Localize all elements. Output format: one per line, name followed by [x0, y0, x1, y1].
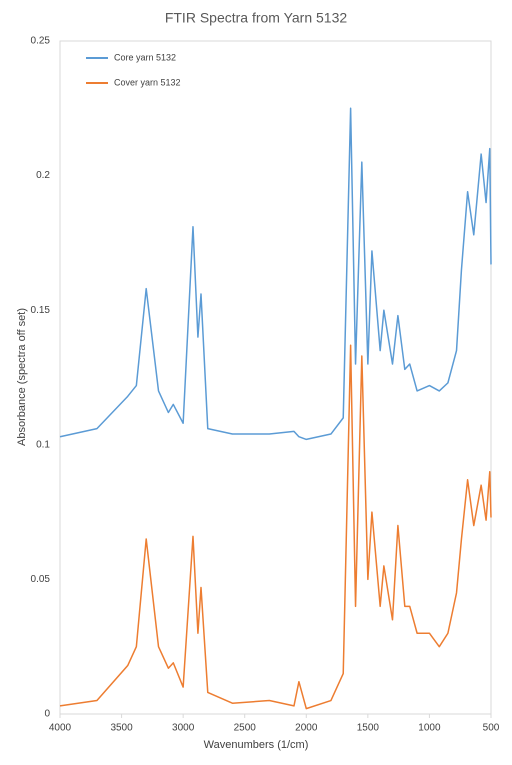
legend-label: Core yarn 5132 [114, 52, 176, 62]
plot-area [59, 40, 492, 715]
x-tick-label: 3000 [172, 723, 195, 734]
x-tick-label: 1000 [418, 723, 441, 734]
y-tick-label: 0.1 [36, 439, 50, 450]
x-axis-label: Wavenumbers (1/cm) [204, 739, 309, 751]
y-axis-label: Absorbance (spectra off set) [16, 308, 28, 446]
x-tick-label: 2500 [234, 723, 257, 734]
series-line [59, 344, 492, 710]
y-tick-label: 0.15 [31, 305, 51, 316]
series-line [59, 107, 492, 441]
y-tick-label: 0.25 [31, 36, 51, 47]
x-tick-label: 500 [483, 723, 500, 734]
y-tick-label: 0.05 [31, 574, 51, 585]
y-tick-label: 0.2 [36, 170, 50, 181]
x-tick-label: 1500 [357, 723, 380, 734]
x-tick-label: 3500 [110, 723, 133, 734]
x-tick-label: 2000 [295, 723, 318, 734]
y-tick-label: 0 [44, 709, 50, 720]
legend-label: Cover yarn 5132 [114, 77, 181, 87]
x-tick-label: 4000 [49, 723, 72, 734]
chart-title: FTIR Spectra from Yarn 5132 [165, 10, 348, 26]
